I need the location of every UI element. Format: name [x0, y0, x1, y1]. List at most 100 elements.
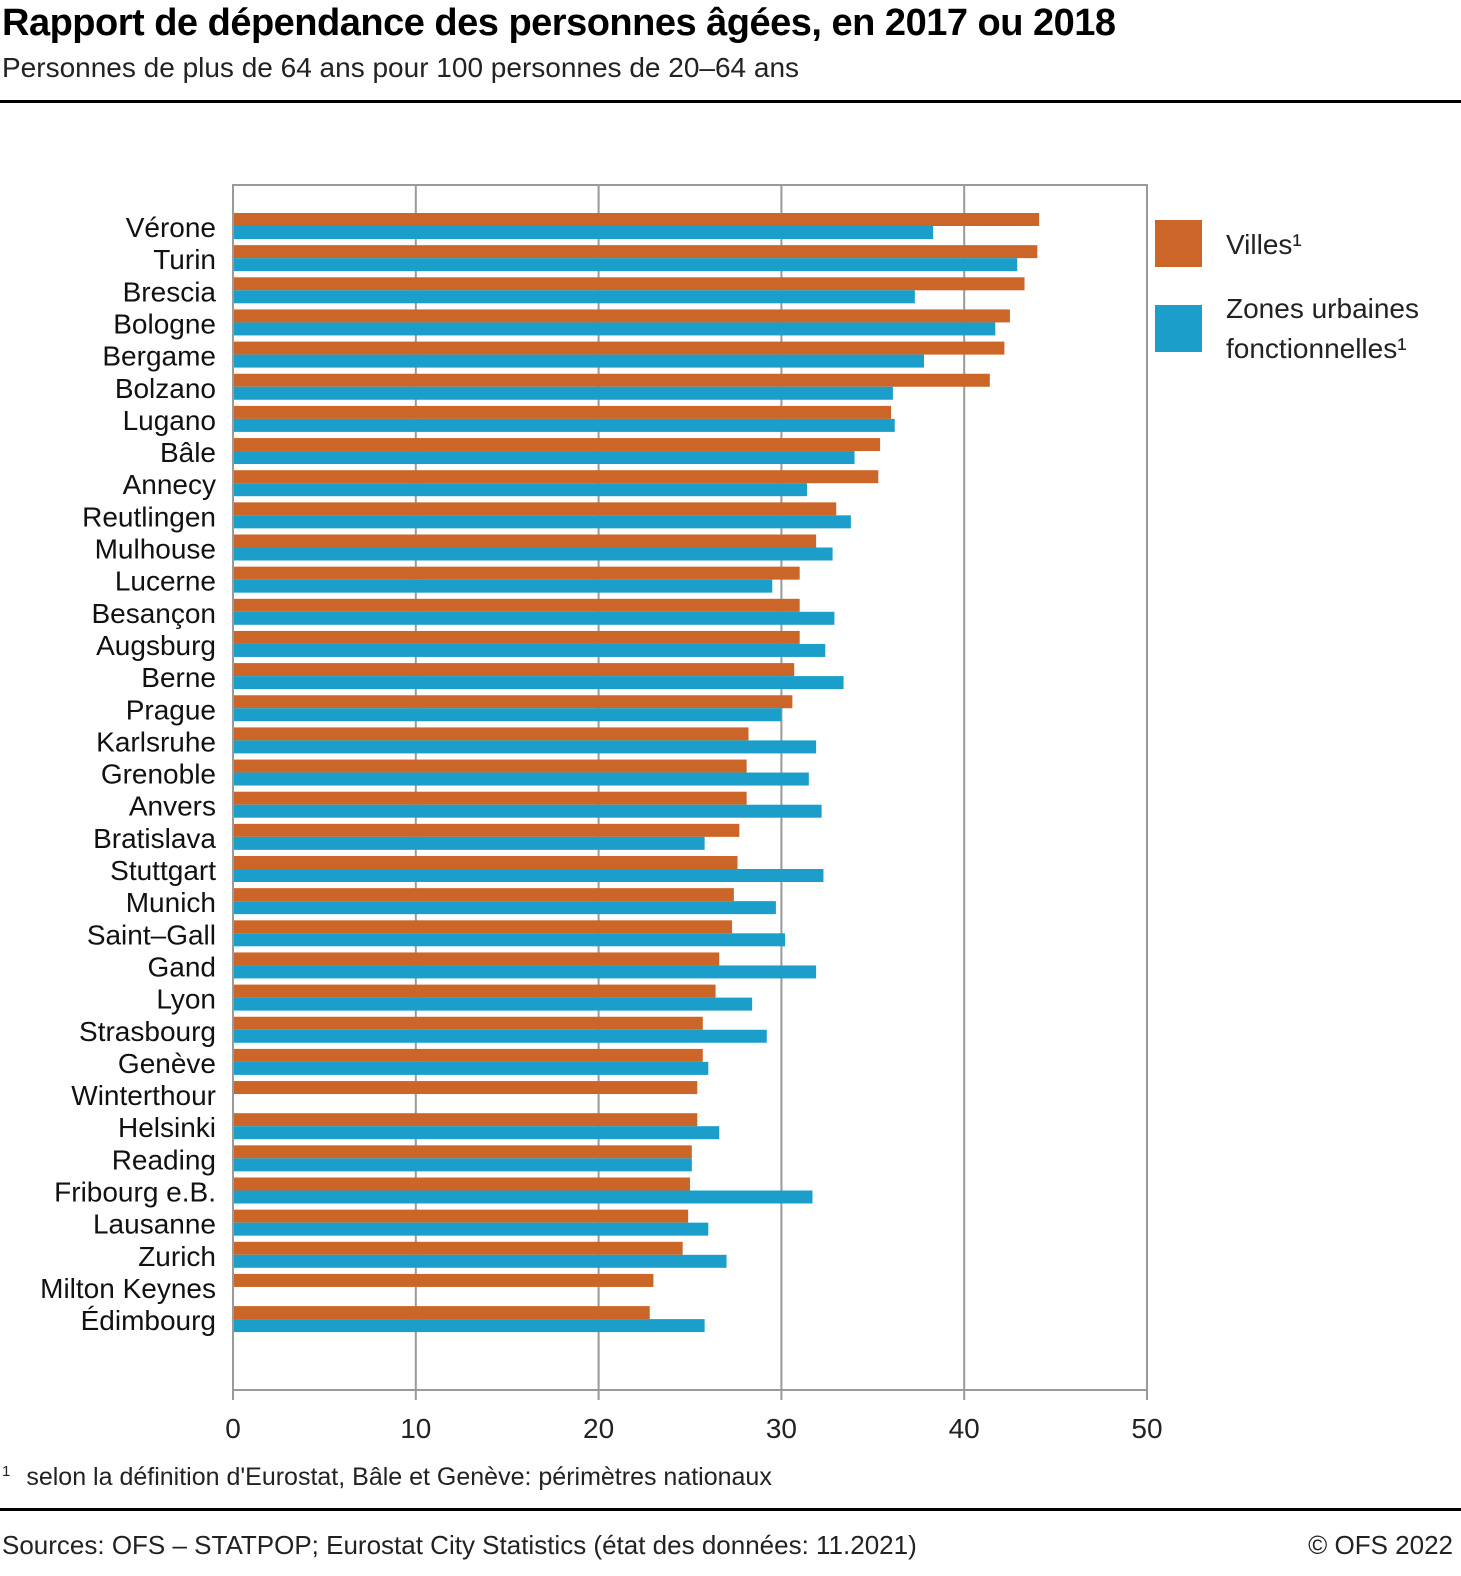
bar-villes — [233, 405, 892, 419]
bar-zones-urbaines — [233, 869, 824, 882]
legend: Villes¹ Zones urbaines fonctionnelles¹ — [1155, 220, 1419, 364]
category-labels: VéroneTurinBresciaBologneBergameBolzanoL… — [40, 212, 216, 1336]
category-label: Prague — [126, 694, 216, 725]
plot-frame — [232, 184, 1148, 1391]
category-label: Bâle — [160, 437, 216, 468]
category-label: Stuttgart — [110, 855, 216, 886]
top-divider — [0, 100, 1461, 103]
bar-zones-urbaines — [233, 1029, 767, 1043]
category-label: Turin — [153, 244, 216, 275]
bar-villes — [233, 309, 1010, 323]
bar-zones-urbaines — [233, 997, 753, 1011]
category-label: Helsinki — [118, 1112, 216, 1143]
bar-villes — [233, 277, 1025, 291]
bar-zones-urbaines — [233, 1222, 709, 1236]
category-label: Besançon — [91, 598, 216, 629]
x-tick-label: 10 — [400, 1413, 431, 1444]
bar-villes — [233, 759, 747, 773]
bar-zones-urbaines — [233, 226, 934, 239]
bar-zones-urbaines — [233, 1190, 813, 1204]
bar-villes — [233, 1209, 689, 1223]
legend-label-villes: Villes¹ — [1226, 229, 1302, 260]
copyright-text: © OFS 2022 — [1308, 1530, 1453, 1560]
category-label: Zurich — [138, 1241, 216, 1272]
bar-zones-urbaines — [233, 386, 893, 400]
category-label: Grenoble — [101, 759, 216, 790]
bar-zones-urbaines — [233, 515, 851, 529]
bar-villes — [233, 952, 720, 966]
x-tick-label: 40 — [949, 1413, 980, 1444]
category-label: Gand — [148, 951, 217, 982]
category-label: Bolzano — [115, 373, 216, 404]
category-label: Vérone — [126, 212, 216, 243]
category-label: Fribourg e.B. — [54, 1177, 216, 1208]
category-label: Milton Keynes — [40, 1273, 216, 1304]
chart-title: Rapport de dépendance des personnes âgée… — [2, 2, 1116, 44]
source-text: Sources: OFS – STATPOP; Eurostat City St… — [2, 1530, 917, 1560]
bar-zones-urbaines — [233, 322, 996, 336]
bar-zones-urbaines — [233, 1061, 709, 1075]
bar-villes — [233, 213, 1040, 226]
bar-zones-urbaines — [233, 643, 826, 657]
bar-villes — [233, 598, 800, 612]
category-label: Strasbourg — [79, 1016, 216, 1047]
footnote-mark: 1 — [2, 1463, 11, 1480]
category-label: Édimbourg — [81, 1305, 216, 1336]
bar-villes — [233, 341, 1005, 355]
bar-villes — [233, 663, 795, 677]
bar-zones-urbaines — [233, 579, 773, 593]
bar-villes — [233, 566, 800, 580]
bar-villes — [233, 823, 740, 837]
category-label: Bergame — [102, 341, 216, 372]
category-label: Berne — [141, 662, 216, 693]
category-label: Munich — [126, 887, 216, 918]
category-label: Anvers — [129, 791, 216, 822]
bar-villes — [233, 1016, 703, 1030]
x-tick-label: 30 — [766, 1413, 797, 1444]
bottom-divider — [0, 1508, 1461, 1511]
category-label: Mulhouse — [95, 534, 216, 565]
x-tick-label: 20 — [583, 1413, 614, 1444]
category-label: Lugano — [123, 405, 216, 436]
bar-villes — [233, 984, 716, 998]
bar-zones-urbaines — [233, 354, 924, 368]
bars — [233, 213, 1040, 1333]
bar-chart: VéroneTurinBresciaBologneBergameBolzanoL… — [40, 184, 1419, 1444]
legend-swatch-villes — [1155, 220, 1202, 267]
bar-villes — [233, 1113, 698, 1127]
bar-zones-urbaines — [233, 611, 835, 625]
category-label: Bratislava — [93, 823, 216, 854]
bar-villes — [233, 1273, 654, 1287]
bar-villes — [233, 727, 749, 741]
category-label: Lyon — [156, 984, 216, 1015]
bar-zones-urbaines — [233, 483, 807, 497]
category-label: Brescia — [123, 276, 217, 307]
category-label: Bologne — [113, 308, 216, 339]
legend-label-zones-line1: Zones urbaines — [1226, 293, 1419, 324]
bar-zones-urbaines — [233, 740, 817, 754]
bar-villes — [233, 1306, 650, 1320]
bar-villes — [233, 534, 817, 548]
legend-label-zones-line2: fonctionnelles¹ — [1226, 333, 1407, 364]
category-label: Winterthour — [71, 1080, 216, 1111]
bar-zones-urbaines — [233, 933, 786, 947]
bar-zones-urbaines — [233, 965, 817, 979]
category-label: Lucerne — [115, 566, 216, 597]
bar-zones-urbaines — [233, 418, 895, 432]
footnote-text: selon la définition d'Eurostat, Bâle et … — [26, 1463, 772, 1491]
x-tick-label: 0 — [225, 1413, 241, 1444]
bar-zones-urbaines — [233, 901, 776, 915]
x-tick-label: 50 — [1131, 1413, 1162, 1444]
legend-swatch-zones — [1155, 305, 1202, 352]
bar-zones-urbaines — [233, 1126, 720, 1140]
category-label: Reutlingen — [82, 501, 216, 532]
bar-villes — [233, 920, 733, 934]
category-label: Annecy — [123, 469, 216, 500]
bar-villes — [233, 888, 734, 902]
bar-zones-urbaines — [233, 1319, 705, 1333]
category-label: Genève — [118, 1048, 216, 1079]
category-label: Reading — [112, 1144, 216, 1175]
chart-subtitle: Personnes de plus de 64 ans pour 100 per… — [2, 52, 800, 83]
bar-villes — [233, 502, 837, 516]
bar-zones-urbaines — [233, 676, 844, 690]
